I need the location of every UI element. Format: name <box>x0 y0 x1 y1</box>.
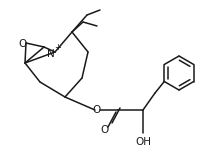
Text: +: + <box>55 42 61 51</box>
Text: N: N <box>47 49 55 59</box>
Text: O: O <box>18 39 26 49</box>
Text: OH: OH <box>135 137 151 147</box>
Text: O: O <box>100 125 108 135</box>
Text: O: O <box>92 105 100 115</box>
